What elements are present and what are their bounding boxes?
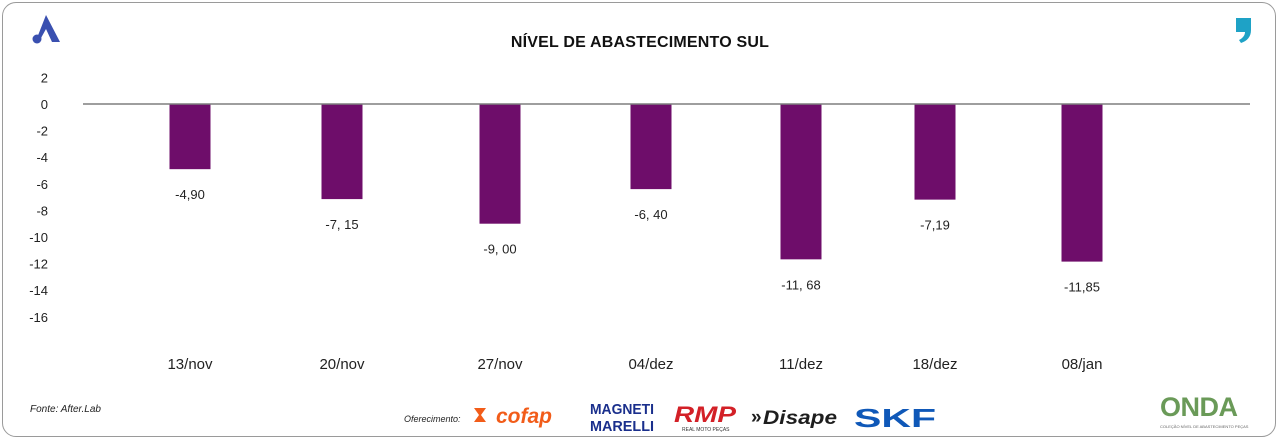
y-tick-label: -8: [36, 203, 48, 218]
x-tick-label: 08/jan: [1062, 356, 1103, 373]
y-tick-label: -6: [36, 177, 48, 192]
x-tick-label: 13/nov: [167, 356, 213, 373]
onda-logo: ONDA: [1160, 392, 1238, 422]
triangle-a-icon: [32, 15, 60, 44]
y-tick-label: 2: [41, 70, 48, 85]
rmp-logo: RMP REAL MOTO PEÇAS: [672, 400, 742, 434]
x-tick-label: 18/dez: [912, 356, 957, 373]
y-tick-label: -2: [36, 124, 48, 139]
bar: [914, 104, 956, 200]
bar: [780, 104, 822, 260]
onda-subtitle: COLEÇÃO NÍVEL DE ABASTECIMENTO PEÇAS: [1160, 424, 1249, 429]
source-note: Fonte: After.Lab: [30, 404, 101, 415]
bar: [321, 104, 363, 200]
bar: [630, 104, 672, 190]
magneti-marelli-logo: MAGNETI MARELLI: [588, 398, 658, 435]
data-label: -11, 68: [781, 277, 821, 292]
skf-text: SKF: [854, 403, 936, 432]
skf-logo: SKF: [852, 402, 944, 433]
x-tick-label: 27/nov: [477, 356, 523, 373]
bar: [1061, 104, 1103, 262]
chart-title: NÍVEL DE ABASTECIMENTO SUL: [510, 34, 770, 51]
data-label: -6, 40: [634, 207, 667, 222]
x-tick-label: 04/dez: [628, 356, 673, 373]
disape-text: Disape: [763, 408, 838, 429]
y-tick-label: -16: [29, 310, 48, 325]
cofap-text: cofap: [496, 405, 552, 428]
data-label: -9, 00: [483, 242, 516, 257]
sponsor-label: Oferecimento:: [404, 414, 461, 424]
data-label: -4,90: [175, 187, 205, 202]
comma-icon: [1236, 18, 1251, 43]
x-tick-label: 20/nov: [319, 356, 365, 373]
svg-text:»: »: [751, 407, 762, 428]
svg-text:MAGNETI: MAGNETI: [590, 401, 654, 418]
y-tick-label: -10: [29, 230, 48, 245]
bar: [479, 104, 521, 224]
data-label: -7,19: [920, 218, 950, 233]
y-tick-label: -12: [29, 257, 48, 272]
bar: [169, 104, 211, 170]
y-tick-label: -4: [36, 150, 48, 165]
cofap-logo: cofap: [472, 400, 576, 430]
rmp-sub: REAL MOTO PEÇAS: [682, 427, 730, 433]
data-label: -7, 15: [325, 217, 358, 232]
disape-logo: » Disape: [750, 402, 840, 432]
y-tick-label: 0: [41, 97, 48, 112]
y-tick-label: -14: [29, 283, 48, 298]
x-tick-label: 11/dez: [779, 356, 823, 373]
svg-text:MARELLI: MARELLI: [590, 418, 654, 434]
rmp-text: RMP: [674, 402, 736, 427]
data-label: -11,85: [1064, 280, 1100, 295]
